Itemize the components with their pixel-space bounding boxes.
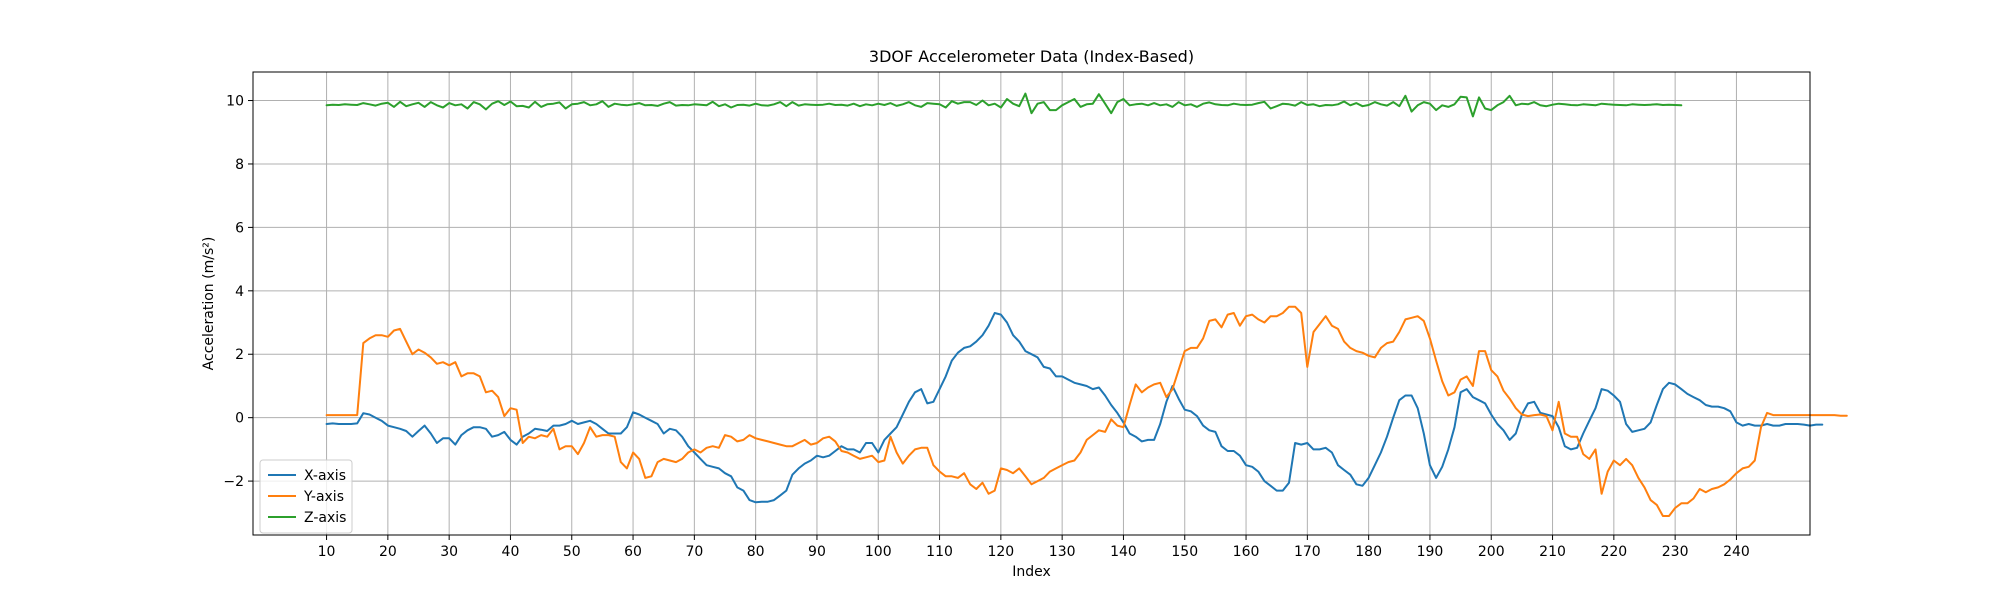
x-tick-label: 200 xyxy=(1478,544,1505,560)
x-tick-label: 70 xyxy=(685,544,703,560)
series-group xyxy=(325,92,1848,517)
x-tick-label: 30 xyxy=(440,544,458,560)
y-tick-label: 6 xyxy=(235,220,244,236)
series-line-z-axis xyxy=(325,92,1683,118)
x-tick-label: 140 xyxy=(1110,544,1137,560)
x-tick-label: 50 xyxy=(563,544,581,560)
legend-label-x-axis: X-axis xyxy=(304,468,346,484)
x-tick-label: 220 xyxy=(1600,544,1627,560)
y-tick-label: 10 xyxy=(226,94,244,110)
x-tick-label: 130 xyxy=(1049,544,1076,560)
x-tick-label: 90 xyxy=(808,544,826,560)
x-tick-label: 40 xyxy=(502,544,520,560)
x-tick-label: 10 xyxy=(318,544,336,560)
x-axis-ticks: 10 20 30 40 50 60 70 80 90 100 110 120 130 140 150 160 1… xyxy=(318,535,1750,560)
y-tick-label: 4 xyxy=(235,284,244,300)
x-tick-label: 120 xyxy=(987,544,1014,560)
x-tick-label: 150 xyxy=(1171,544,1198,560)
series-line-y-axis xyxy=(325,305,1848,517)
y-tick-label: 8 xyxy=(235,157,244,173)
legend-label-z-axis: Z-axis xyxy=(304,510,346,526)
x-tick-label: 20 xyxy=(379,544,397,560)
x-tick-label: 170 xyxy=(1294,544,1321,560)
legend-label-y-axis: Y-axis xyxy=(303,489,344,505)
x-tick-label: 190 xyxy=(1417,544,1444,560)
x-tick-label: 60 xyxy=(624,544,642,560)
x-tick-label: 100 xyxy=(865,544,892,560)
x-tick-label: 180 xyxy=(1355,544,1382,560)
legend-box xyxy=(259,459,353,534)
y-axis-label: Acceleration (m/s²) xyxy=(201,237,217,371)
chart-title: 3DOF Accelerometer Data (Index-Based) xyxy=(869,47,1194,66)
y-tick-label: 2 xyxy=(235,347,244,363)
x-tick-label: 110 xyxy=(926,544,953,560)
y-tick-label: −2 xyxy=(223,474,244,490)
series-line-x-axis xyxy=(325,312,1824,504)
y-axis-ticks: −2 0 2 4 6 8 10 xyxy=(223,94,253,490)
x-tick-label: 210 xyxy=(1539,544,1566,560)
plot-area-frame xyxy=(252,71,1811,536)
x-tick-label: 80 xyxy=(747,544,765,560)
legend: X-axis Y-axis Z-axis xyxy=(259,459,353,534)
y-tick-label: 0 xyxy=(235,411,244,427)
grid xyxy=(253,72,1810,535)
x-tick-label: 240 xyxy=(1723,544,1750,560)
x-axis-label: Index xyxy=(1012,564,1051,580)
x-tick-label: 230 xyxy=(1662,544,1689,560)
x-tick-label: 160 xyxy=(1233,544,1260,560)
